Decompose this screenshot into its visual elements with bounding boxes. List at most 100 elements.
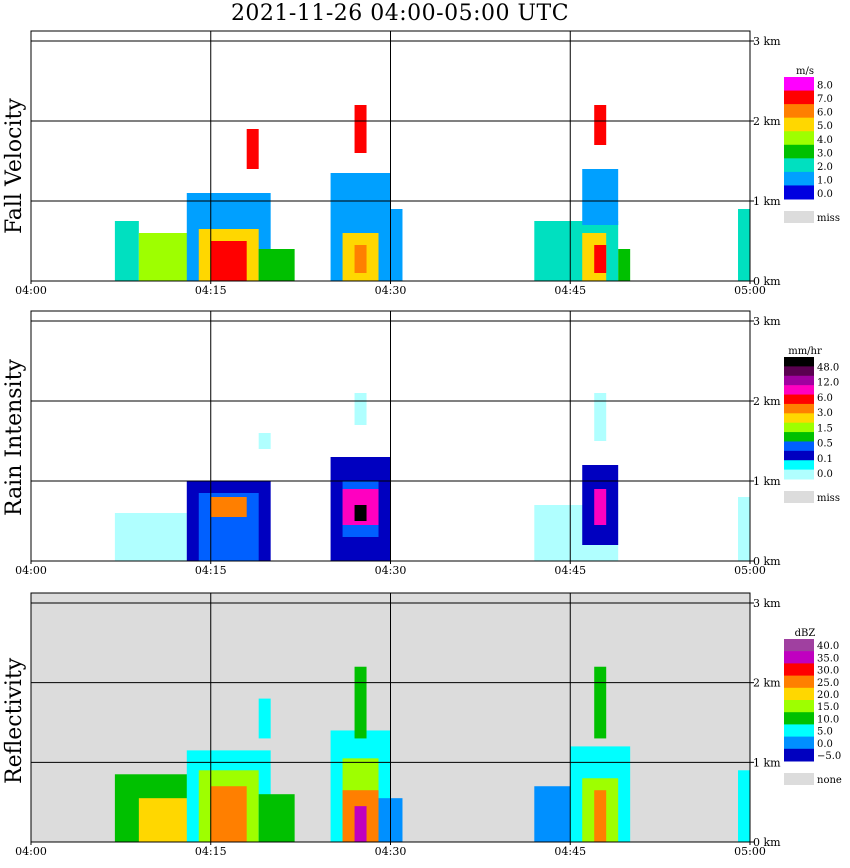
rain-intensity-colorbar-swatch — [784, 469, 814, 480]
rain-intensity-colorbar-label: 48.0 — [817, 362, 839, 373]
reflectivity-colorbar-label: 5.0 — [817, 727, 833, 738]
rain-intensity-echo-cell — [594, 393, 607, 441]
reflectivity-colorbar-swatch — [784, 675, 814, 689]
reflectivity-echo-cell — [210, 786, 247, 842]
rain-intensity-colorbar-swatch — [784, 422, 814, 433]
reflectivity-colorbar-swatch — [784, 700, 814, 713]
fall-velocity-colorbar-swatch — [784, 90, 814, 105]
fall-velocity-colorbar-swatch — [784, 144, 814, 159]
reflectivity-y-tick-label: 3 km — [753, 597, 781, 610]
reflectivity-y-tick-label: 0 km — [753, 836, 781, 849]
fall-velocity-echo-cell — [738, 209, 750, 281]
rain-intensity-y-tick-label: 3 km — [753, 315, 781, 328]
reflectivity-y-tick-label: 2 km — [753, 677, 781, 690]
reflectivity-echo-cell — [258, 794, 295, 842]
fall-velocity-echo-cell — [258, 249, 295, 281]
reflectivity-colorbar-label: 0.0 — [817, 739, 833, 750]
rain-intensity-colorbar-swatch — [784, 366, 814, 377]
reflectivity-colorbar-swatch — [784, 736, 814, 750]
fall-velocity-colorbar-missing-swatch — [784, 211, 814, 223]
fall-velocity-colorbar-label: 1.0 — [817, 175, 833, 186]
reflectivity-colorbar-label: 20.0 — [817, 690, 839, 701]
fall-velocity-colorbar-missing-label: miss — [817, 213, 840, 224]
rain-intensity-colorbar-label: 0.5 — [817, 439, 833, 450]
fall-velocity-echo-cell — [114, 221, 139, 281]
fall-velocity-plot: 04:00 04:15 04:30 04:45 05:000 km 1 km 2 km 3 k… — [15, 30, 840, 297]
rain-intensity-echo-cell — [210, 497, 247, 517]
reflectivity-y-tick-label: 1 km — [753, 756, 781, 769]
rain-intensity-colorbar-swatch — [784, 385, 814, 396]
reflectivity-colorbar-label: 10.0 — [817, 714, 839, 725]
fall-velocity-echo-cell — [210, 241, 247, 281]
rain-intensity-colorbar-label: 0.0 — [817, 469, 833, 480]
rain-intensity-y-tick-label: 1 km — [753, 475, 781, 488]
rain-intensity-echo-cell — [354, 393, 367, 425]
fall-velocity-colorbar-swatch — [784, 171, 814, 186]
fall-velocity-x-tick-label: 04:45 — [554, 284, 586, 297]
rain-intensity-colorbar-label: 0.1 — [817, 454, 833, 465]
fall-velocity-colorbar-swatch — [784, 185, 814, 200]
rain-intensity-colorbar-swatch — [784, 441, 814, 452]
rain-intensity-echo-cell — [738, 497, 750, 561]
rain-intensity-x-tick-label: 04:15 — [195, 564, 227, 577]
rain-intensity-echo-cell — [114, 513, 187, 561]
rain-intensity-x-tick-label: 04:30 — [375, 564, 407, 577]
rain-intensity-echo-cell — [354, 505, 367, 521]
rain-intensity-colorbar-swatch — [784, 375, 814, 386]
reflectivity-x-tick-label: 05:00 — [734, 845, 766, 858]
fall-velocity-y-tick-label: 2 km — [753, 115, 781, 128]
reflectivity-colorbar-unit: dBZ — [795, 628, 816, 639]
rain-intensity-colorbar-label: 12.0 — [817, 378, 839, 389]
reflectivity-echo-cell — [258, 698, 271, 739]
rain-intensity-echo-cell — [594, 489, 607, 525]
reflectivity-x-tick-label: 04:15 — [195, 845, 227, 858]
reflectivity-colorbar-swatch — [784, 639, 814, 652]
fall-velocity-x-tick-label: 04:15 — [195, 284, 227, 297]
reflectivity-colorbar-missing-label: none — [817, 775, 842, 786]
fall-velocity-colorbar-label: 5.0 — [817, 121, 833, 132]
reflectivity-plot: 04:00 04:15 04:30 04:45 05:000 km 1 km 2 km 3 k… — [15, 592, 842, 858]
reflectivity-colorbar-swatch — [784, 748, 814, 762]
rain-intensity-colorbar-swatch — [784, 432, 814, 442]
rain-intensity-y-tick-label: 0 km — [753, 555, 781, 568]
fall-velocity-colorbar-label: 3.0 — [817, 148, 833, 159]
reflectivity-colorbar-label: 15.0 — [817, 702, 839, 713]
fall-velocity-x-tick-label: 04:00 — [15, 284, 47, 297]
fall-velocity-echo-cell — [594, 105, 607, 145]
reflectivity-x-tick-label: 04:30 — [375, 845, 407, 858]
reflectivity-echo-cell — [594, 666, 607, 739]
reflectivity-echo-cell — [354, 666, 367, 739]
rain-intensity-y-tick-label: 2 km — [753, 395, 781, 408]
chart-title: 2021-11-26 04:00-05:00 UTC — [230, 1, 570, 26]
reflectivity-colorbar-missing-swatch — [784, 773, 814, 785]
reflectivity-colorbar-swatch — [784, 687, 814, 701]
fall-velocity-colorbar-label: 8.0 — [817, 81, 833, 92]
rain-intensity-plot: 04:00 04:15 04:30 04:45 05:000 km 1 km 2 km 3 k… — [15, 310, 840, 577]
fall-velocity-colorbar-swatch — [784, 104, 814, 119]
fall-velocity-colorbar-swatch — [784, 158, 814, 173]
rain-intensity-colorbar-swatch — [784, 460, 814, 471]
reflectivity-colorbar-swatch — [784, 663, 814, 677]
fall-velocity-colorbar-label: 6.0 — [817, 108, 833, 119]
reflectivity-colorbar-label: −5.0 — [817, 751, 841, 762]
rain-intensity-colorbar-swatch — [784, 403, 814, 414]
fall-velocity-echo-cell — [618, 249, 631, 281]
fall-velocity-x-tick-label: 04:30 — [375, 284, 407, 297]
reflectivity-colorbar-swatch — [784, 712, 814, 725]
rain-intensity-colorbar-swatch — [784, 357, 814, 367]
fall-velocity-echo-cell — [594, 245, 607, 273]
reflectivity-colorbar-swatch — [784, 651, 814, 664]
rain-intensity-colorbar-swatch — [784, 413, 814, 424]
fall-velocity-y-tick-label: 0 km — [753, 275, 781, 288]
rain-intensity-colorbar-label: 1.5 — [817, 423, 833, 434]
fall-velocity-colorbar-label: 2.0 — [817, 162, 833, 173]
rain-intensity-colorbar-swatch — [784, 450, 814, 461]
fall-velocity-echo-cell — [582, 169, 619, 225]
fall-velocity-colorbar-label: 4.0 — [817, 135, 833, 146]
reflectivity-x-tick-label: 04:45 — [554, 845, 586, 858]
rain-intensity-colorbar-label: 6.0 — [817, 393, 833, 404]
fall-velocity-echo-cell — [354, 105, 367, 153]
rain-intensity-x-tick-label: 04:00 — [15, 564, 47, 577]
fall-velocity-y-tick-label: 3 km — [753, 35, 781, 48]
